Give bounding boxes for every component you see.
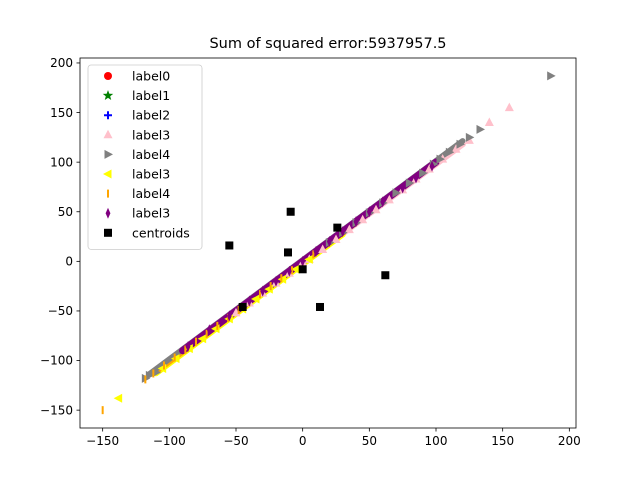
- data-point: [197, 334, 207, 344]
- legend-marker: [105, 207, 111, 219]
- x-tick-label: −50: [223, 434, 248, 448]
- data-point: [185, 341, 191, 353]
- series-5-label3: [113, 254, 313, 403]
- data-point: [451, 144, 461, 153]
- data-point: [226, 310, 232, 322]
- legend-label: label0: [132, 69, 170, 84]
- data-point: [300, 255, 306, 267]
- data-point: [384, 194, 394, 204]
- data-point: [313, 245, 319, 257]
- data-point: [413, 172, 419, 184]
- x-tick-label: 0: [299, 434, 307, 448]
- chart-title: Sum of squared error:5937957.5: [209, 36, 446, 52]
- data-point: [353, 216, 359, 228]
- data-point: [260, 285, 266, 297]
- legend-label: label4: [132, 147, 170, 162]
- x-tick-label: 200: [558, 434, 581, 448]
- data-point: [419, 168, 428, 178]
- y-tick-label: −150: [40, 403, 73, 417]
- legend-marker: [103, 129, 113, 139]
- data-point: [273, 275, 279, 287]
- data-point: [316, 302, 324, 311]
- series-7-label3: [185, 160, 435, 353]
- data-point: [331, 234, 341, 244]
- legend-label: label1: [132, 88, 170, 103]
- legend-label: label2: [132, 108, 170, 123]
- legend-label: label3: [132, 206, 170, 221]
- data-point: [400, 182, 406, 194]
- data-point: [298, 265, 307, 274]
- legend-box: [87, 64, 203, 250]
- legend-label: label3: [132, 127, 170, 142]
- data-point: [358, 214, 368, 224]
- data-point: [286, 207, 295, 216]
- data-point: [436, 154, 445, 164]
- legend-marker: [104, 149, 113, 159]
- x-tick-label: −100: [153, 434, 186, 448]
- y-tick-label: 0: [65, 255, 73, 269]
- data-point: [405, 178, 415, 188]
- data-point: [456, 139, 465, 149]
- data-point: [291, 264, 300, 274]
- data-point: [380, 196, 386, 208]
- data-point: [484, 117, 494, 126]
- y-tick-label: −100: [40, 354, 73, 368]
- y-tick-label: 50: [58, 205, 73, 219]
- data-point: [366, 206, 372, 218]
- data-point: [284, 248, 292, 257]
- y-tick-label: 200: [50, 56, 73, 70]
- data-point: [344, 224, 354, 234]
- data-point: [326, 236, 332, 248]
- y-tick-label: 150: [50, 106, 73, 120]
- y-tick-label: −50: [48, 304, 73, 318]
- data-point: [231, 307, 241, 317]
- data-point: [392, 188, 401, 198]
- data-point: [476, 124, 485, 134]
- data-point: [371, 204, 381, 214]
- legend-label: label3: [132, 167, 170, 182]
- series-8-centroids: [225, 207, 390, 311]
- legend-marker: [104, 228, 112, 237]
- plot-frame: [79, 57, 577, 429]
- legend-marker: [102, 90, 114, 101]
- data-point: [340, 226, 346, 238]
- data-point: [246, 295, 252, 307]
- x-tick-label: −150: [86, 434, 119, 448]
- data-point: [251, 294, 260, 304]
- data-point: [304, 254, 313, 264]
- legend: label0 label1 label2 label3 label4 label3 labe…: [87, 64, 203, 250]
- data-point: [547, 71, 556, 81]
- data-point: [286, 265, 292, 277]
- data-point: [333, 223, 342, 232]
- legend-label: label4: [132, 186, 170, 201]
- legend-label: centroids: [132, 225, 190, 240]
- data-point: [206, 324, 212, 336]
- data-point: [429, 160, 435, 172]
- data-point: [238, 302, 247, 311]
- data-point: [504, 102, 514, 112]
- data-point: [113, 393, 123, 403]
- x-tick-label: 150: [491, 434, 514, 448]
- data-point: [318, 244, 328, 253]
- data-point: [465, 132, 475, 142]
- data-point: [381, 271, 390, 280]
- data-point: [225, 241, 234, 250]
- x-tick-label: 50: [362, 434, 377, 448]
- y-tick-label: 100: [50, 155, 73, 169]
- data-point: [445, 147, 455, 157]
- legend-marker: [104, 111, 112, 120]
- data-point: [152, 367, 161, 377]
- legend-marker: [103, 169, 112, 179]
- legend-marker: [104, 72, 112, 80]
- x-tick-label: 100: [425, 434, 448, 448]
